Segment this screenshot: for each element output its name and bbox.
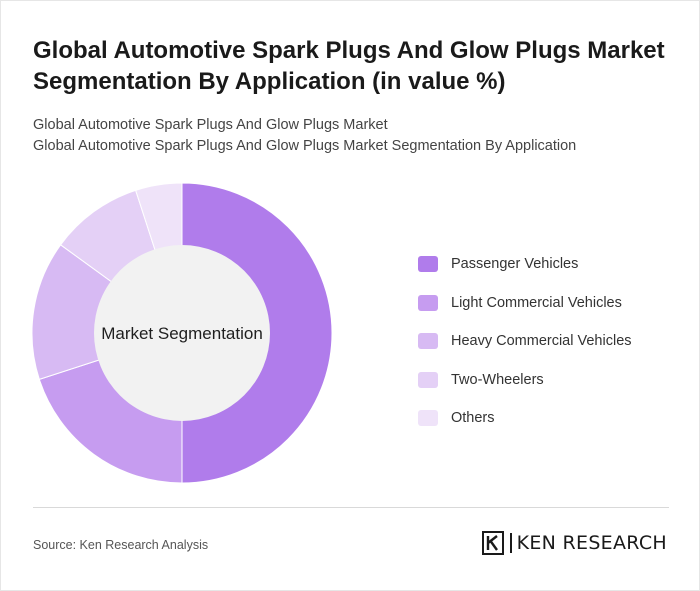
- legend-item: Heavy Commercial Vehicles: [418, 322, 688, 361]
- legend-item: Passenger Vehicles: [418, 245, 688, 284]
- legend-swatch: [418, 333, 438, 350]
- center-label: Market Segmentation: [101, 324, 263, 343]
- legend-swatch: [418, 256, 438, 273]
- subtitle-line-2: Global Automotive Spark Plugs And Glow P…: [33, 138, 577, 154]
- legend-label: Two-Wheelers: [451, 371, 544, 388]
- legend-label: Light Commercial Vehicles: [451, 294, 622, 311]
- legend-item: Others: [418, 399, 688, 438]
- ken-research-logo: KEN RESEARCH: [481, 531, 667, 555]
- chart-subtitle: Global Automotive Spark Plugs And Glow P…: [33, 115, 683, 157]
- legend-label: Heavy Commercial Vehicles: [451, 333, 632, 350]
- donut-hole: [94, 245, 270, 421]
- donut-chart: Market Segmentation: [31, 182, 333, 484]
- legend: Passenger Vehicles Light Commercial Vehic…: [418, 245, 688, 438]
- logo-separator: [509, 533, 512, 553]
- legend-item: Two-Wheelers: [418, 361, 688, 400]
- ken-logo-icon: [481, 531, 504, 555]
- footer-divider: [33, 507, 669, 508]
- chart-title: Global Automotive Spark Plugs And Glow P…: [33, 37, 665, 95]
- logo-text: KEN RESEARCH: [516, 532, 667, 554]
- legend-item: Light Commercial Vehicles: [418, 284, 688, 323]
- legend-label: Passenger Vehicles: [451, 256, 579, 273]
- legend-swatch: [418, 294, 438, 311]
- subtitle-line-1: Global Automotive Spark Plugs And Glow P…: [33, 117, 388, 133]
- legend-swatch: [418, 410, 438, 427]
- legend-swatch: [418, 371, 438, 388]
- source-note: Source: Ken Research Analysis: [33, 538, 209, 552]
- legend-label: Others: [451, 410, 495, 427]
